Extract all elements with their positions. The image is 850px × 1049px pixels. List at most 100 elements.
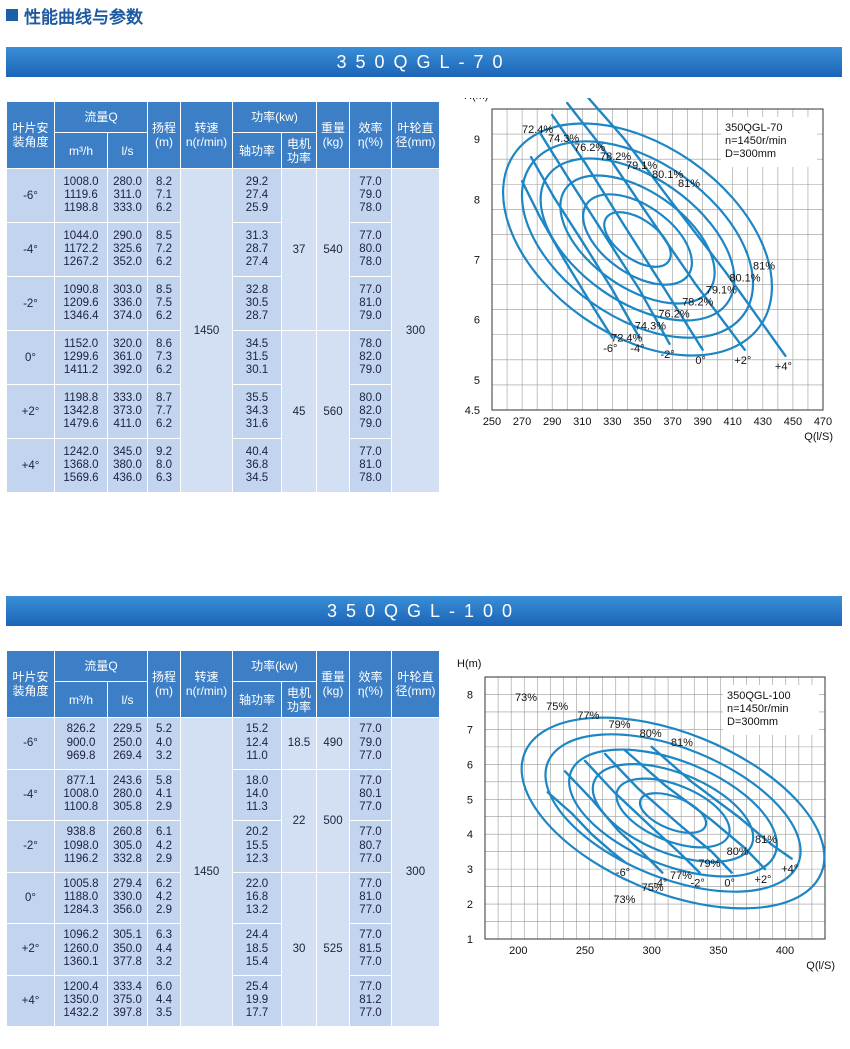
flow-m3h-cell: 1008.0 1119.6 1198.8 — [54, 168, 108, 223]
efficiency-label: 77% — [670, 870, 692, 882]
flow-m3h-cell: 1096.2 1260.0 1360.1 — [54, 923, 108, 976]
head-cell: 8.2 7.1 6.2 — [147, 168, 181, 223]
angle-label: +4° — [775, 361, 792, 373]
efficiency-cell: 77.0 79.0 77.0 — [349, 717, 392, 770]
y-tick-label: 7 — [467, 724, 473, 736]
table-row: +2° 1198.8 1342.8 1479.6 333.0 373.0 411.0… — [6, 384, 440, 439]
spec-table-2: 叶片安装角度 流量Q 扬程(m) 转速n(r/min) 功率(kw) 重量(kg) 效率η(… — [6, 650, 440, 1027]
efficiency-label: 81% — [671, 737, 693, 749]
hq-curve — [650, 745, 793, 860]
table-row: +2° 1096.2 1260.0 1360.1 305.1 350.0 377.8… — [6, 923, 440, 976]
efficiency-cell: 77.0 80.7 77.0 — [349, 820, 392, 873]
table-row: -6° 826.2 900.0 969.8 229.5 250.0 269.4 5.2… — [6, 717, 440, 1027]
blade-angle-cell: -4° — [6, 222, 55, 277]
x-tick-label: 310 — [573, 416, 591, 428]
info-text: D=300mm — [725, 148, 776, 160]
table-row: 0° 1152.0 1299.6 1411.2 320.0 361.0 392.0 8… — [6, 330, 440, 493]
flow-m3h-cell: 1090.8 1209.6 1346.4 — [54, 276, 108, 331]
efficiency-contour — [638, 792, 708, 834]
efficiency-label: 78.2% — [600, 151, 631, 163]
angle-label: -6° — [616, 867, 630, 879]
col-angle: 叶片安装角度 — [6, 650, 55, 718]
efficiency-contour — [520, 716, 826, 910]
head-cell: 9.2 8.0 6.3 — [147, 438, 181, 493]
head-cell: 8.5 7.5 6.2 — [147, 276, 181, 331]
speed-cell: 1450 — [180, 168, 233, 493]
info-text: 350QGL-70 — [725, 122, 782, 134]
info-text: n=1450r/min — [725, 135, 786, 147]
angle-label: +2° — [734, 355, 751, 367]
weight-cell: 500 — [316, 768, 350, 873]
flow-ls-cell: 345.0 380.0 436.0 — [107, 438, 148, 493]
efficiency-label: 80.1% — [652, 169, 683, 181]
hq-curve — [550, 113, 704, 352]
spec-table-1: 叶片安装角度 流量Q 扬程(m) 转速n(r/min) 功率(kw) 重量(kg) 效率η(… — [6, 101, 440, 493]
angle-label: -4° — [630, 343, 644, 355]
efficiency-cell: 77.0 81.0 77.0 — [349, 871, 392, 924]
flow-m3h-cell: 877.1 1008.0 1100.8 — [54, 768, 108, 821]
efficiency-contour — [501, 122, 774, 357]
table-row: -6° 1008.0 1119.6 1198.8 280.0 311.0 333.0… — [6, 168, 440, 493]
col-speed: 转速n(r/min) — [180, 650, 233, 718]
efficiency-contour — [603, 211, 672, 268]
x-tick-label: 200 — [509, 945, 527, 957]
x-tick-label: 370 — [663, 416, 681, 428]
flow-m3h-cell: 1242.0 1368.0 1569.6 — [54, 438, 108, 493]
y-axis-label: H(m) — [457, 658, 481, 670]
efficiency-contour — [520, 140, 755, 339]
y-tick-label: 6 — [474, 315, 480, 327]
col-impeller: 叶轮直径(mm) — [391, 650, 440, 718]
y-tick-label: 9 — [474, 134, 480, 146]
model-banner-1: 350QGL-70 — [6, 47, 842, 77]
flow-ls-cell: 229.5 250.0 269.4 — [107, 717, 148, 770]
efficiency-cell: 78.0 82.0 79.0 — [349, 330, 392, 385]
head-cell: 6.0 4.4 3.5 — [147, 974, 181, 1027]
hq-curve — [603, 752, 733, 874]
x-tick-label: 410 — [724, 416, 742, 428]
info-text: n=1450r/min — [727, 703, 788, 715]
col-flow-m3h: m³/h — [54, 681, 108, 718]
shaft-power-cell: 20.2 15.5 12.3 — [232, 820, 282, 873]
table-row: -4° 1044.0 1172.2 1267.2 290.0 325.6 352.0… — [6, 222, 440, 277]
col-flow: 流量Q — [54, 101, 148, 133]
flow-ls-cell: 279.4 330.0 356.0 — [107, 871, 148, 924]
flow-ls-cell: 305.1 350.0 377.8 — [107, 923, 148, 976]
table-row: +4° 1200.4 1350.0 1432.2 333.4 375.0 397.8… — [6, 974, 440, 1027]
col-weight: 重量(kg) — [316, 101, 350, 169]
efficiency-cell: 80.0 82.0 79.0 — [349, 384, 392, 439]
blade-angle-cell: -4° — [6, 768, 55, 821]
y-tick-label: 3 — [467, 864, 473, 876]
flow-m3h-cell: 1198.8 1342.8 1479.6 — [54, 384, 108, 439]
y-tick-label: 6 — [467, 759, 473, 771]
weight-cell: 560 — [316, 330, 350, 493]
efficiency-cell: 77.0 79.0 78.0 — [349, 168, 392, 223]
head-cell: 6.1 4.2 2.9 — [147, 820, 181, 873]
col-flow-ls: l/s — [107, 681, 148, 718]
shaft-power-cell: 24.4 18.5 15.4 — [232, 923, 282, 976]
efficiency-cell: 77.0 80.0 78.0 — [349, 222, 392, 277]
efficiency-label: 74.3% — [548, 133, 579, 145]
x-tick-label: 470 — [814, 416, 832, 428]
col-angle: 叶片安装角度 — [6, 101, 55, 169]
efficiency-cell: 77.0 80.1 77.0 — [349, 768, 392, 821]
speed-cell: 1450 — [180, 717, 233, 1027]
efficiency-label: 81% — [755, 834, 777, 846]
flow-ls-cell: 333.4 375.0 397.8 — [107, 974, 148, 1027]
angle-label: -6° — [603, 343, 617, 355]
efficiency-contour — [544, 733, 802, 893]
blade-angle-cell: +2° — [6, 384, 55, 439]
x-tick-label: 390 — [693, 416, 711, 428]
efficiency-label: 79% — [609, 719, 631, 731]
efficiency-label: 73% — [613, 894, 635, 906]
efficiency-label: 76.2% — [658, 309, 689, 321]
blade-angle-cell: 0° — [6, 871, 55, 924]
shaft-power-cell: 31.3 28.7 27.4 — [232, 222, 282, 277]
flow-m3h-cell: 1044.0 1172.2 1267.2 — [54, 222, 108, 277]
col-weight: 重量(kg) — [316, 650, 350, 718]
y-tick-label: 4 — [467, 829, 473, 841]
header-square-icon — [6, 9, 18, 21]
col-power: 功率(kw) — [232, 101, 317, 133]
angle-label: -4° — [653, 878, 667, 890]
x-tick-label: 250 — [483, 416, 501, 428]
x-tick-label: 330 — [603, 416, 621, 428]
